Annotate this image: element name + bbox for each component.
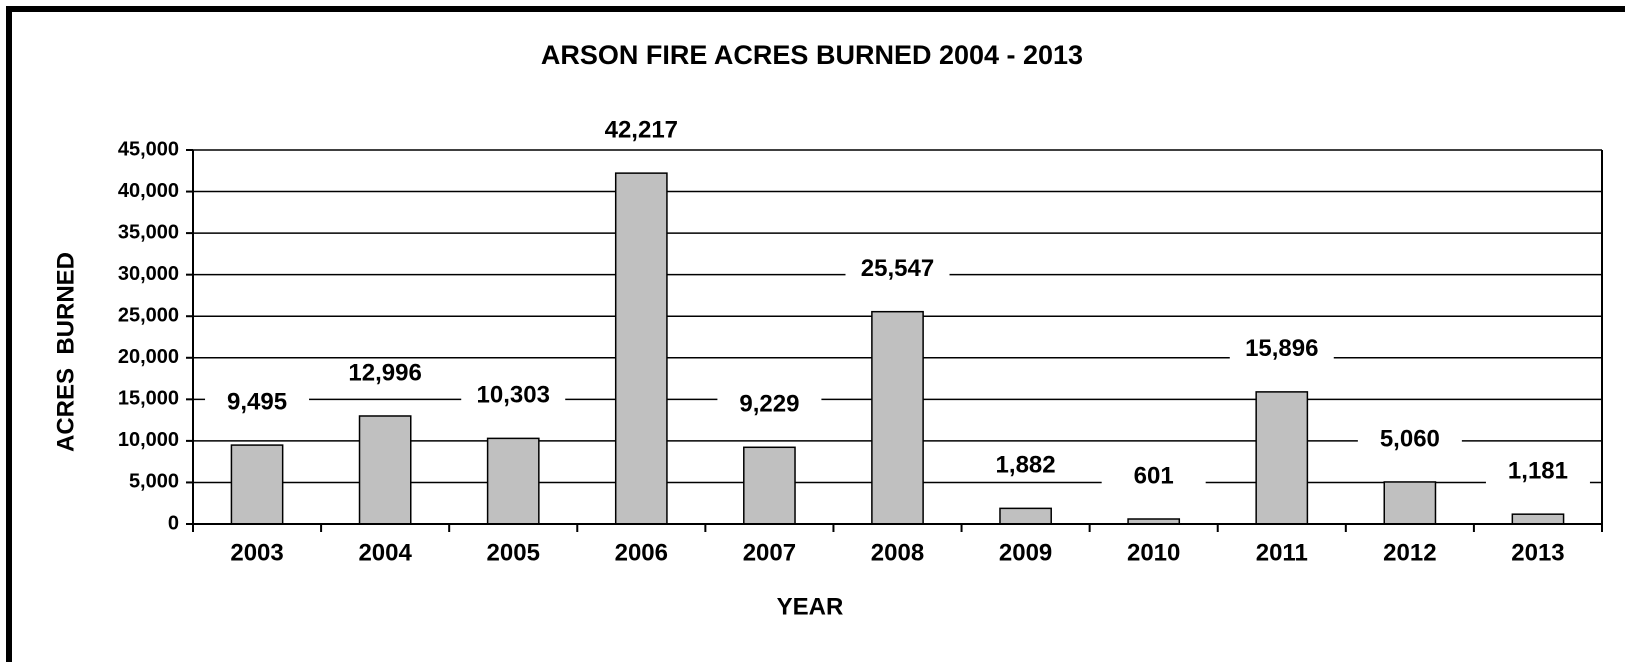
data-label: 15,896	[1245, 335, 1318, 362]
y-tick-label: 40,000	[118, 180, 179, 202]
x-tick-label: 2004	[358, 539, 412, 566]
y-tick-label: 35,000	[118, 221, 179, 243]
y-tick-label: 20,000	[118, 346, 179, 368]
x-tick-label: 2009	[999, 539, 1052, 566]
data-label: 1,882	[996, 452, 1056, 479]
bar	[230, 444, 284, 525]
data-label-bg	[973, 451, 1078, 482]
x-tick-label: 2007	[743, 539, 796, 566]
x-tick-label: 2011	[1256, 539, 1308, 566]
bar	[871, 310, 924, 525]
data-label: 12,996	[348, 359, 421, 386]
chart-frame	[6, 6, 1625, 662]
x-axis-label: YEAR	[777, 593, 844, 620]
x-tick-label: 2005	[487, 539, 540, 566]
y-tick-label: 15,000	[118, 388, 179, 410]
bar	[743, 446, 796, 525]
x-tick-label: 2006	[615, 539, 668, 566]
data-label-bg	[845, 254, 950, 285]
data-label: 601	[1134, 462, 1174, 489]
x-tick-label: 2012	[1383, 539, 1436, 566]
bar	[1255, 391, 1309, 525]
y-tick-label: 30,000	[118, 263, 179, 285]
bar	[358, 415, 412, 525]
data-label-bg	[1101, 462, 1206, 493]
bar	[1511, 513, 1565, 525]
data-label-bg	[1485, 457, 1590, 488]
data-label: 1,181	[1508, 458, 1568, 485]
data-label: 5,060	[1380, 425, 1440, 452]
data-label: 25,547	[861, 255, 934, 282]
data-label-bg	[205, 388, 310, 419]
y-tick-label: 5,000	[129, 471, 179, 493]
bar	[1383, 481, 1437, 525]
bar	[999, 507, 1052, 525]
y-tick-label: 25,000	[118, 305, 179, 327]
y-tick-label: 10,000	[118, 429, 179, 451]
data-label-bg	[1229, 334, 1334, 365]
data-label-bg	[461, 381, 566, 412]
data-label: 9,229	[739, 391, 799, 418]
data-label-bg	[1357, 424, 1462, 455]
data-label: 9,495	[227, 388, 287, 415]
x-tick-label: 2008	[871, 539, 924, 566]
bar	[486, 437, 540, 525]
data-label: 10,303	[477, 382, 550, 409]
data-label-bg	[717, 390, 822, 421]
data-label-bg	[589, 116, 694, 147]
x-tick-label: 2010	[1127, 539, 1180, 566]
chart-title: ARSON FIRE ACRES BURNED 2004 - 2013	[541, 40, 1083, 70]
x-tick-label: 2013	[1511, 539, 1564, 566]
y-tick-label: 0	[168, 512, 179, 534]
data-label: 42,217	[605, 116, 678, 143]
y-tick-label: 45,000	[118, 138, 179, 160]
x-tick-label: 2003	[230, 539, 283, 566]
data-label-bg	[333, 358, 438, 389]
y-axis-label: ACRES BURNED	[52, 252, 79, 452]
bar	[614, 172, 668, 525]
